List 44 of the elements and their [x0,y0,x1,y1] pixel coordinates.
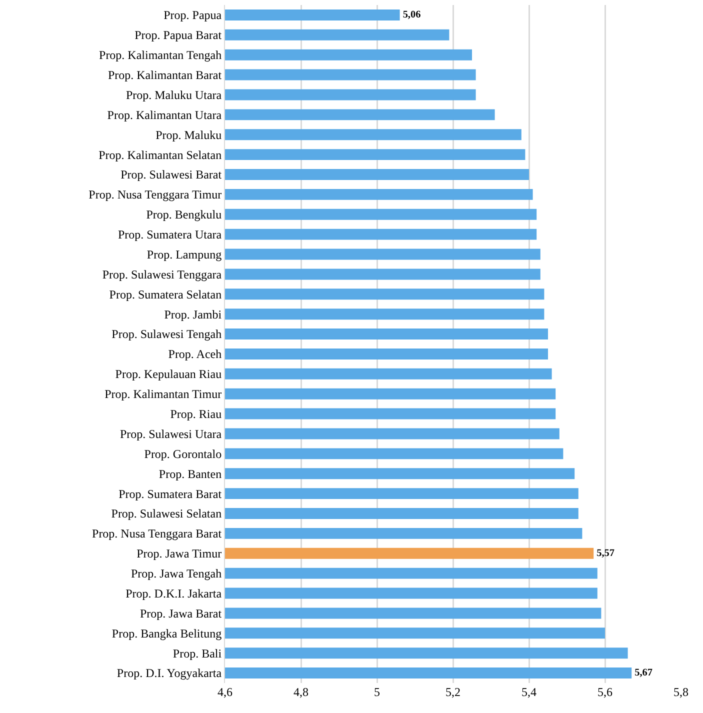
data-label: 5,57 [596,548,615,559]
y-tick-label: Prop. D.I. Yogyakarta [116,666,222,680]
y-tick-label: Prop. Papua [164,8,222,22]
y-tick-label: Prop. Kalimantan Timur [104,387,222,402]
y-tick-label: Prop. Sulawesi Utara [120,426,222,441]
y-tick-label: Prop. Bangka Belitung [112,626,222,640]
y-tick-label: Prop. Aceh [168,347,222,362]
y-tick-label: Prop. Jawa Barat [140,606,222,620]
y-tick-label: Prop. Riau [170,406,222,421]
y-tick-label: Prop. Sulawesi Selatan [111,506,222,521]
x-tick-label: 5,2 [446,685,460,699]
y-tick-label: Prop. Jambi [164,307,222,322]
y-tick-label: Prop. Jawa Tengah [131,566,222,581]
x-tick-label: 5,4 [522,685,536,699]
x-tick-label: 5,6 [598,685,612,699]
y-tick-label: Prop. D.K.I. Jakarta [126,586,222,600]
y-tick-label: Prop. Sulawesi Tenggara [102,267,222,282]
y-tick-label: Prop. Nusa Tenggara Barat [92,526,222,541]
y-tick-label: Prop. Sumatera Utara [118,228,222,242]
y-tick-label: Prop. Lampung [146,247,222,262]
y-tick-label: Prop. Sulawesi Barat [120,168,222,182]
y-tick-label: Prop. Maluku Utara [126,88,222,102]
x-tick-label: 5 [374,685,380,699]
y-tick-label: Prop. Bali [172,646,222,660]
y-tick-label: Prop. Sumatera Barat [118,486,222,501]
y-tick-label: Prop. Banten [158,466,222,481]
y-tick-label: Prop. Kalimantan Barat [108,68,222,82]
x-tick-label: 5,8 [674,685,688,699]
y-tick-label: Prop. Gorontalo [144,446,222,461]
y-tick-label: Prop. Kalimantan Selatan [98,148,222,162]
y-tick-label: Prop. Papua Barat [134,28,222,42]
x-tick-label: 4,8 [294,685,308,699]
y-tick-label: Prop. Jawa Timur [136,546,222,561]
y-tick-label: Prop. Kalimantan Tengah [99,48,222,62]
y-tick-label: Prop. Kepulauan Riau [115,367,222,382]
data-label: 5,06 [402,10,421,21]
y-tick-label: Prop. Sumatera Selatan [109,287,222,302]
y-tick-label: Prop. Maluku [156,128,222,142]
y-tick-label: Prop. Bengkulu [146,208,222,222]
x-tick-label: 4,6 [218,685,232,699]
data-label: 5,67 [634,668,652,679]
y-tick-label: Prop. Kalimantan Utara [107,108,222,122]
y-tick-label: Prop. Sulawesi Tengah [112,327,222,342]
y-tick-label: Prop. Nusa Tenggara Timur [88,188,222,202]
